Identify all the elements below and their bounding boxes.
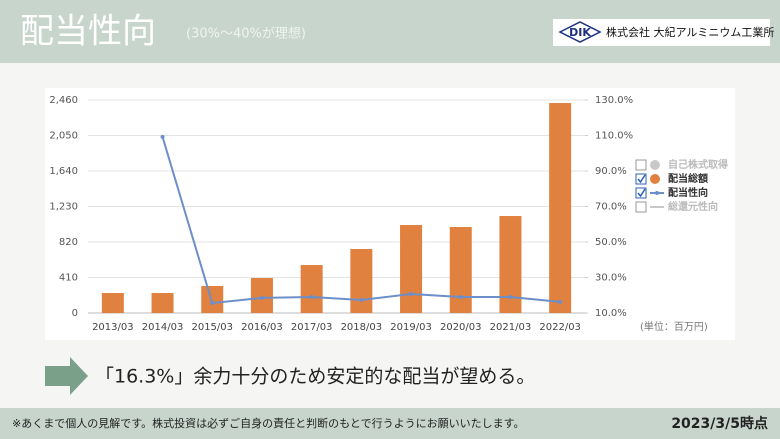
x-tick-label: 2020/03 [440,322,482,333]
y2-tick-label: 30.0% [595,273,627,284]
x-tick-label: 2016/03 [241,322,283,333]
y-tick-label: 2,460 [49,95,78,106]
bar [350,249,373,313]
bar [300,265,323,313]
x-tick-label: 2021/03 [490,322,532,333]
footer-note: ※あくまで個人の見解です。株式投資は必ずご自身の責任と判断のもとで行うようにお願… [12,416,524,430]
x-tick-label: 2022/03 [539,322,581,333]
y2-tick-label: 10.0% [595,308,627,319]
legend-marker [650,160,660,170]
logo-text: DIK [569,26,591,39]
legend-label: 総還元性向 [668,200,718,213]
x-tick-label: 2018/03 [341,322,383,333]
bar [250,278,273,313]
line-marker [259,295,264,300]
legend-check [637,188,646,198]
line-marker [409,292,414,297]
legend-checkbox [635,159,647,171]
line-marker [160,134,165,139]
title: 配当性向 [20,12,156,52]
company-name: 株式会社 大紀アルミニウム工業所 [606,25,774,39]
chart-panel [45,88,735,340]
legend-check [637,174,646,184]
line-marker [309,295,314,300]
y-tick-label: 1,230 [49,202,78,213]
legend-marker [650,174,660,184]
legend-checkbox [635,201,647,213]
logo-box [553,19,770,46]
legend-label: 配当性向 [668,186,708,199]
legend-checkbox [635,187,647,199]
message: 「16.3%」余力十分のため安定的な配当が望める。 [95,366,535,388]
y2-tick-label: 90.0% [595,166,627,177]
line-marker [359,298,364,303]
bar [449,227,472,313]
subtitle: (30%〜40%が理想) [186,26,306,42]
arrow-icon [45,357,88,395]
legend-label: 配当総額 [668,172,708,185]
y2-tick-label: 110.0% [595,131,633,142]
legend-label: 自己株式取得 [668,158,728,171]
y2-tick-label: 50.0% [595,237,627,248]
logo-mark [558,21,602,43]
x-tick-label: 2014/03 [142,322,184,333]
line-marker [558,299,563,304]
bar [151,292,174,313]
x-tick-label: 2019/03 [390,322,432,333]
y-tick-label: 0 [72,308,78,319]
line-marker [210,301,215,306]
y2-tick-label: 70.0% [595,202,627,213]
bar [499,216,522,313]
footer-band [0,408,780,439]
line-marker [508,295,513,300]
x-tick-label: 2013/03 [92,322,134,333]
y-tick-label: 1,640 [49,166,78,177]
x-tick-label: 2015/03 [191,322,233,333]
footer-date: 2023/3/5時点 [671,415,768,432]
legend-marker [655,191,659,195]
y-tick-label: 410 [59,273,78,284]
chart: 0 410 820 1,230 1,640 2,050 2,460 10.0% 30.0% 50.… [49,95,728,333]
legend-checkbox [635,173,647,185]
y-tick-label: 820 [59,237,78,248]
y-tick-label: 2,050 [49,131,78,142]
bar [549,103,572,313]
y2-tick-label: 130.0% [595,95,633,106]
x-tick-label: 2017/03 [291,322,333,333]
line-marker [458,295,463,300]
unit-label: (単位：百万円) [640,320,708,333]
bar [201,285,224,313]
bar [400,225,423,313]
bar [101,292,124,313]
